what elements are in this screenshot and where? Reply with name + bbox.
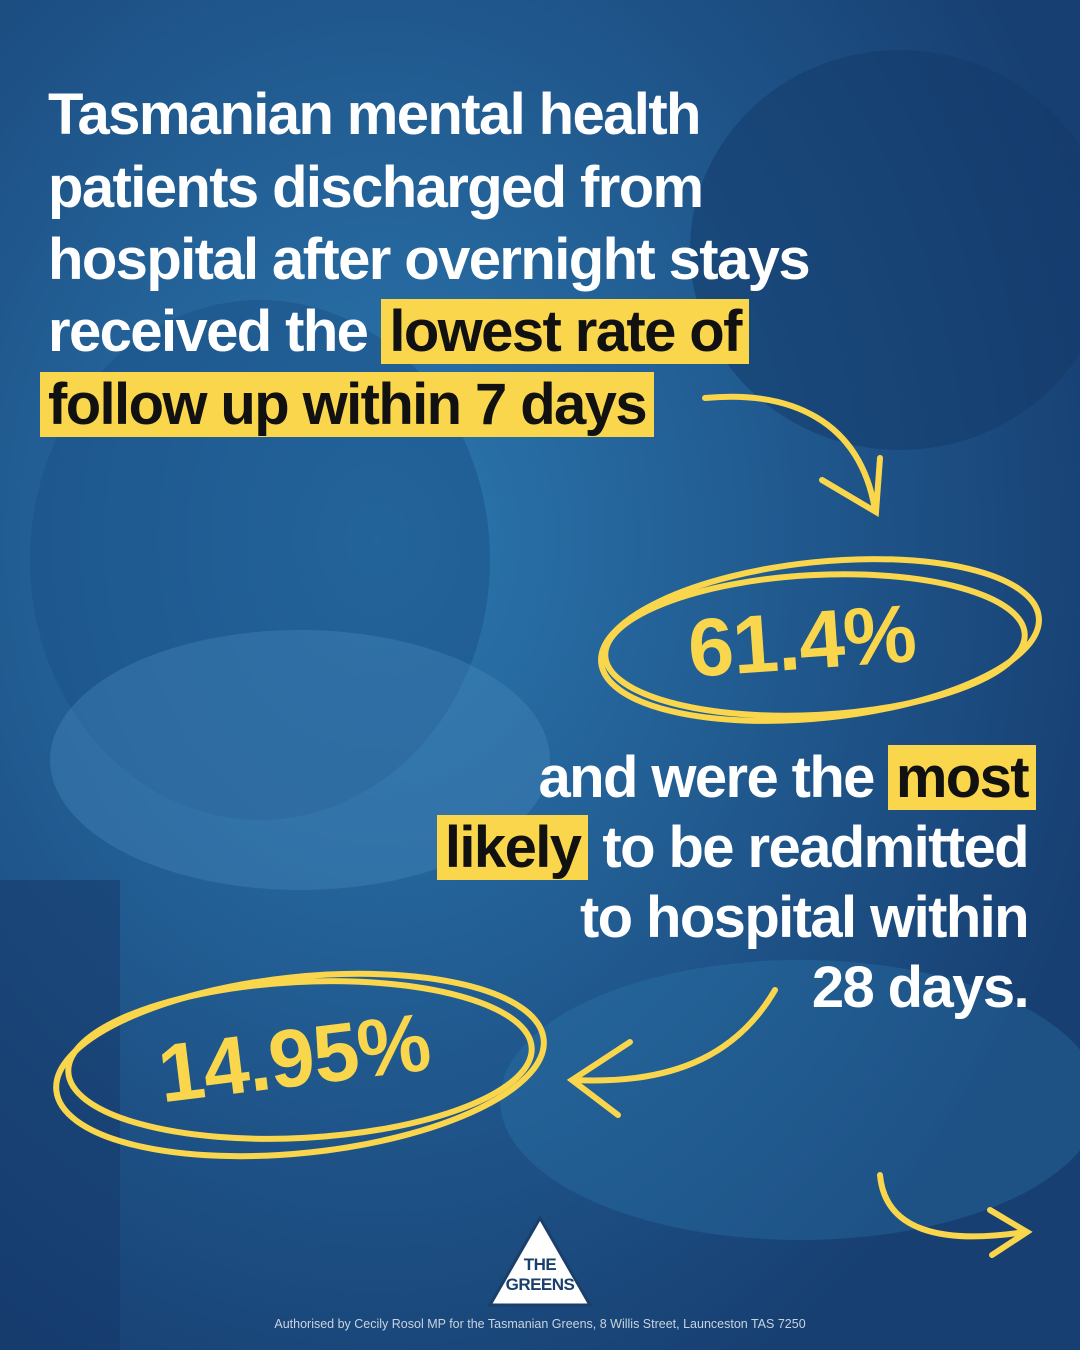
body-text: to be readmitted xyxy=(602,815,1029,880)
highlight: most xyxy=(887,745,1036,810)
logo-text: THE xyxy=(523,1255,557,1274)
highlight: follow up within 7 days xyxy=(40,372,654,437)
body-text: and were the xyxy=(538,745,875,810)
body-line: 28 days. xyxy=(811,955,1030,1020)
footer: Authorised by Cecily Rosol MP for the Ta… xyxy=(274,1317,806,1331)
body-line: likely to be readmitted xyxy=(436,815,1030,881)
body-line: and were the most xyxy=(538,745,1036,811)
headline-text: received the xyxy=(48,299,369,364)
stat-value: 61.4% xyxy=(685,588,919,695)
highlight: lowest rate of xyxy=(381,299,749,364)
logo-text: GREENS xyxy=(505,1275,575,1294)
body-line: to hospital within xyxy=(579,885,1030,950)
headline-line: hospital after overnight stays xyxy=(48,227,811,292)
headline-line: received the lowest rate of xyxy=(48,299,749,365)
headline-line: Tasmanian mental health xyxy=(48,82,701,147)
headline-line: follow up within 7 days xyxy=(40,372,654,438)
headline-line: patients discharged from xyxy=(48,155,704,220)
highlight: likely xyxy=(436,815,589,880)
logo-mark xyxy=(487,1214,593,1307)
